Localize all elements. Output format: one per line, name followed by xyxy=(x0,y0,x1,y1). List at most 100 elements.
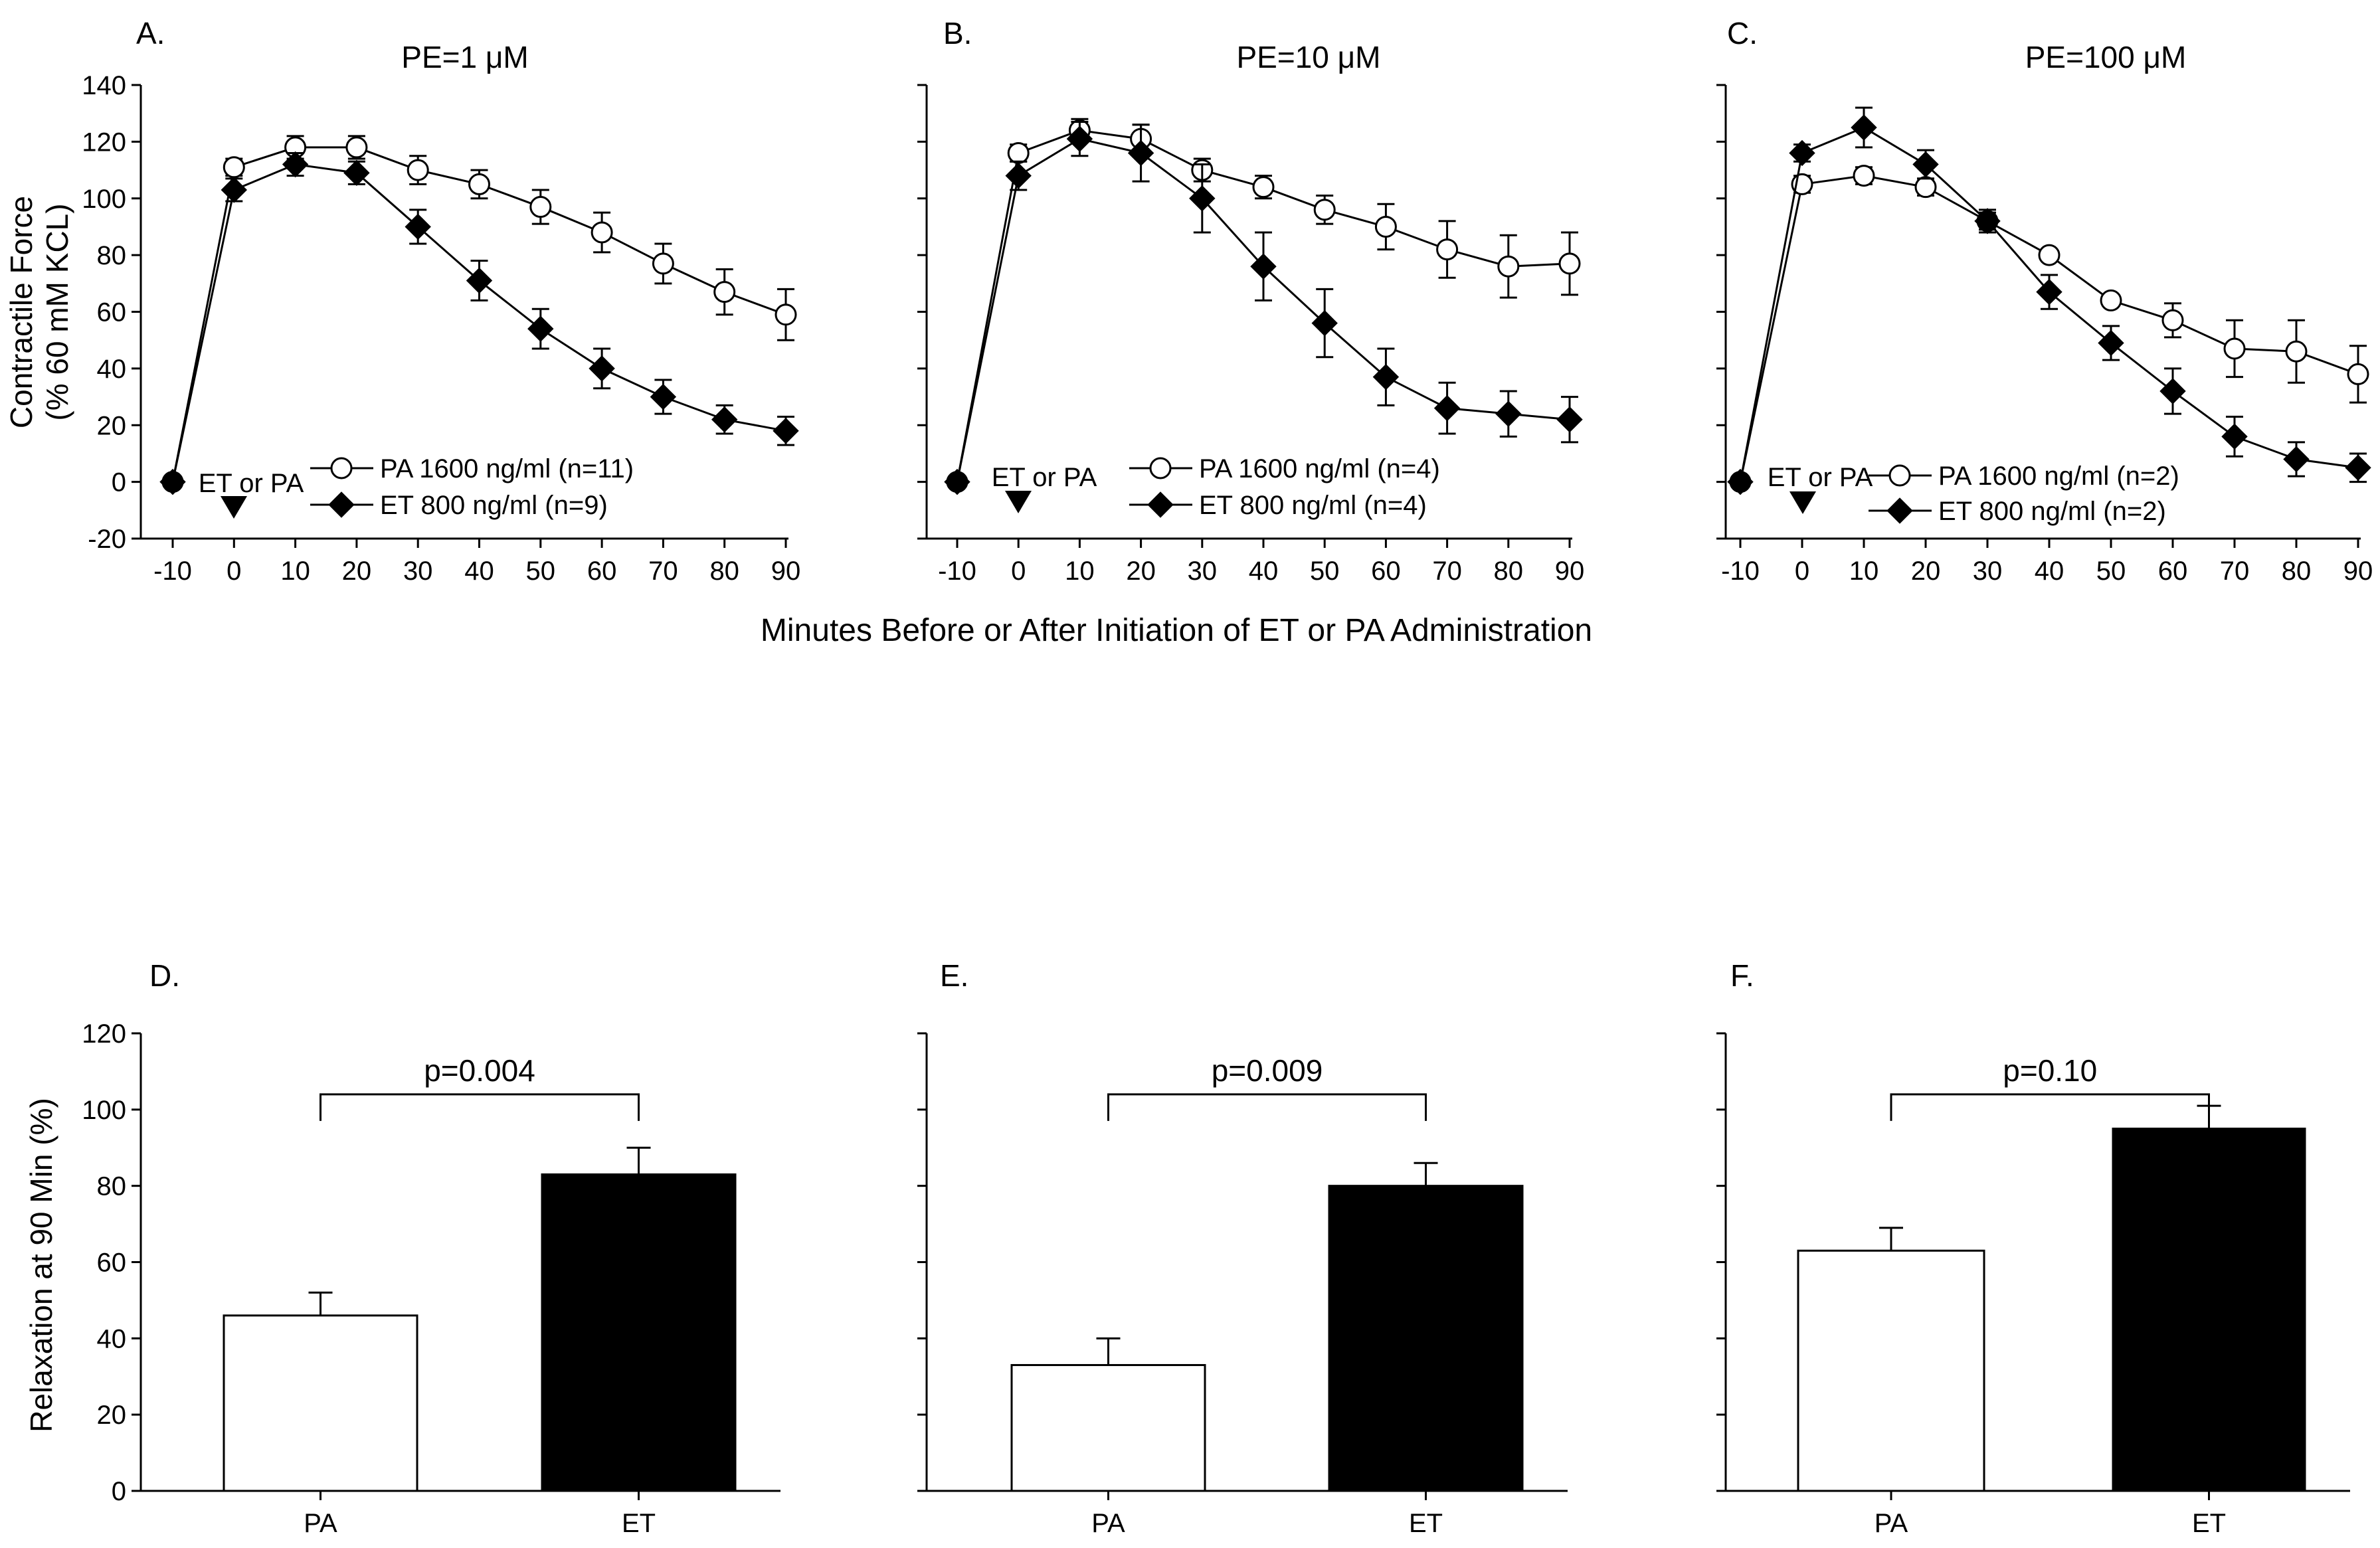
panel-f-significance-bracket xyxy=(1890,1093,2210,1121)
panel-a-x-tick-label: 0 xyxy=(227,557,241,586)
panel-d-significance-bracket xyxy=(320,1093,640,1121)
panel-a-arrow-marker xyxy=(221,496,247,519)
panel-b-series-1-point xyxy=(1313,199,1336,221)
panel-b-title: PE=10 μM xyxy=(1237,40,1381,74)
panel-b-series-2-point xyxy=(1372,363,1400,390)
panel-b-series-2-point xyxy=(1433,394,1461,422)
panel-e-significance-bracket xyxy=(1107,1093,1427,1121)
panel-a-y-axis-label-line1: Contractile Force xyxy=(4,196,39,428)
panel-c-series-1-point xyxy=(2223,337,2246,360)
panel-a-series-1-point xyxy=(468,173,490,195)
panel-f-x-tick-label: ET xyxy=(2192,1509,2226,1538)
panel-b-annotation: ET or PA xyxy=(992,463,1097,492)
panel-b-x-tick-label: 20 xyxy=(1126,557,1156,586)
panel-c-legend-label-2: ET 800 ng/ml (n=2) xyxy=(1938,497,2166,526)
panel-c-legend-marker-2 xyxy=(1886,497,1913,524)
panel-a-series-1-point xyxy=(591,221,613,244)
panel-c-legend-label-1: PA 1600 ng/ml (n=2) xyxy=(1938,462,2179,491)
panel-e-bar-et xyxy=(1328,1185,1524,1492)
panel-b-series-2-point xyxy=(1189,185,1216,212)
panel-b-series-1-point xyxy=(1497,255,1520,278)
panel-b-x-tick-label: 30 xyxy=(1188,557,1218,586)
panel-b-legend-marker-2 xyxy=(1147,491,1174,518)
panel-b-label: B. xyxy=(943,16,972,50)
panel-c-x-tick-label: 10 xyxy=(1849,557,1879,586)
panel-d-y-tick-label: 80 xyxy=(97,1172,127,1201)
panel-c-series-2-point xyxy=(1727,468,1754,495)
panel-a-series-2-point xyxy=(589,355,615,382)
panel-a-series-1-point xyxy=(345,136,368,159)
panel-a-series-2-point xyxy=(711,406,738,433)
panel-c-x-tick-label: 20 xyxy=(1911,557,1941,586)
panel-a-legend-marker-2 xyxy=(328,491,355,518)
panel-d-bar-pa xyxy=(223,1314,418,1492)
panel-c-series-2-point xyxy=(2283,446,2310,473)
panel-c-label: C. xyxy=(1727,16,1758,50)
panel-b-x-tick-label: 80 xyxy=(1494,557,1524,586)
panel-b-series-2-point xyxy=(1250,253,1277,280)
panel-d-p-value: p=0.004 xyxy=(424,1053,535,1088)
panel-a-series-2-point xyxy=(282,151,309,178)
panel-a-y-tick-label: -20 xyxy=(88,525,126,554)
panel-b-series-2-point xyxy=(944,468,970,495)
panel-d-y-axis-label-text: Relaxation at 90 Min (%) xyxy=(24,1098,58,1432)
panel-c-legend-marker-1 xyxy=(1888,464,1911,487)
panel-c-series-2-point xyxy=(1974,208,2001,234)
panel-e-x-tick-label: ET xyxy=(1409,1509,1443,1538)
panel-f-bar-pa-error-bar xyxy=(1879,1227,1903,1251)
panel-a-series-2-point xyxy=(650,383,677,410)
panel-a-y-tick-label: 100 xyxy=(82,185,126,214)
panel-c-arrow-marker xyxy=(1789,491,1816,514)
panel-c-series-1-point xyxy=(2347,363,2369,385)
panel-a-series-2-point xyxy=(773,418,799,444)
panel-a-x-tick-label: 60 xyxy=(587,557,617,586)
panel-f-p-value: p=0.10 xyxy=(2003,1053,2097,1088)
panel-b-series-2-point xyxy=(1311,309,1338,337)
panel-c-x-tick-label: 60 xyxy=(2158,557,2188,586)
panel-e-bar-pa xyxy=(1010,1364,1206,1492)
panel-c-series-1-point xyxy=(1853,165,1875,187)
panel-b-series-1-point xyxy=(1558,252,1581,275)
panel-a-x-tick-label: 80 xyxy=(709,557,739,586)
panel-a-y-tick-label: 140 xyxy=(82,71,126,100)
panel-a-y-axis-label-line2: (% 60 mM KCL) xyxy=(40,203,74,420)
panel-e-bar-pa-error-bar xyxy=(1096,1337,1121,1365)
panel-b-series-1-point xyxy=(1007,141,1030,164)
panel-a-series-2-point xyxy=(159,468,186,495)
panel-f-x-tick-label: PA xyxy=(1875,1509,1908,1538)
panel-c-series-1-point xyxy=(1914,176,1937,199)
panel-c-title: PE=100 μM xyxy=(2025,40,2187,74)
panel-f-bar-pa xyxy=(1797,1249,1985,1492)
panel-a-legend-marker-1 xyxy=(330,457,353,479)
panel-c-series-2-point xyxy=(2159,378,2186,404)
panel-c-series-2-point xyxy=(2221,423,2248,450)
panel-d-y-tick-label: 40 xyxy=(97,1324,127,1353)
panel-d-y-tick-label: 120 xyxy=(82,1019,126,1049)
panel-a-x-tick-label: 40 xyxy=(464,557,494,586)
panel-a-x-tick-label: -10 xyxy=(153,557,192,586)
panel-b-series-2-point xyxy=(1556,406,1583,433)
panel-a-series-1-point xyxy=(529,196,552,218)
panel-a-x-tick-label: 50 xyxy=(526,557,556,586)
panel-a-label: A. xyxy=(136,16,165,50)
panel-b-series-2-point xyxy=(1066,126,1093,152)
panel-a-series-1-point xyxy=(407,159,429,181)
panel-c-x-tick-label: 0 xyxy=(1795,557,1809,586)
panel-f-bar-et xyxy=(2112,1128,2306,1492)
panel-b-x-tick-label: 70 xyxy=(1432,557,1462,586)
panel-a-legend-label-2: ET 800 ng/ml (n=9) xyxy=(380,491,608,520)
panel-c-series-2-point xyxy=(1851,114,1877,141)
panel-b-series-1-point xyxy=(1436,238,1459,261)
panel-b-series-2-point xyxy=(1005,162,1032,189)
panel-a-y-tick-label: 80 xyxy=(97,241,127,270)
panel-c-series-2-point xyxy=(1789,139,1815,167)
panel-c-x-tick-label: 50 xyxy=(2096,557,2126,586)
panel-e-bar-et-error-bar xyxy=(1414,1161,1438,1186)
panel-b-arrow-marker xyxy=(1005,491,1032,513)
panel-d-y-tick-label: 100 xyxy=(82,1096,126,1125)
panel-b-series-1-point xyxy=(1374,215,1397,238)
panel-b-x-tick-label: 50 xyxy=(1310,557,1340,586)
panel-b-x-tick-label: 10 xyxy=(1065,557,1095,586)
panel-c-x-tick-label: 40 xyxy=(2035,557,2064,586)
panel-d-bar-pa-error-bar xyxy=(308,1291,333,1316)
